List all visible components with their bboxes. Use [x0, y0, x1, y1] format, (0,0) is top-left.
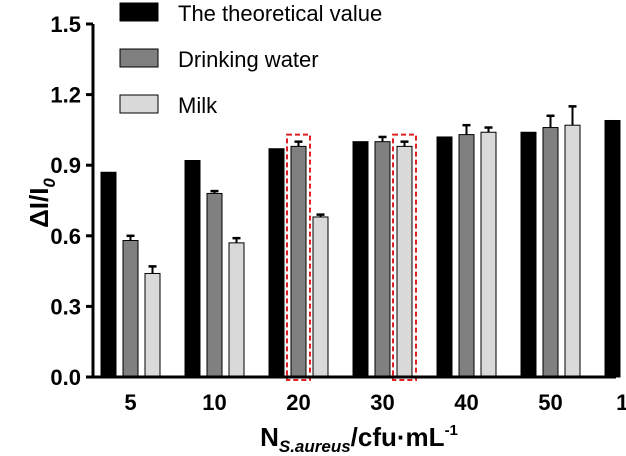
bar [458, 134, 475, 378]
y-tick-label: 0.3 [50, 294, 81, 319]
bar [396, 145, 413, 378]
bar [122, 240, 139, 378]
x-tick-label: 40 [454, 390, 478, 415]
legend-label: The theoretical value [178, 1, 382, 26]
bar [100, 171, 117, 378]
bar [312, 216, 329, 378]
legend-swatch [119, 2, 159, 22]
y-tick-label: 1.5 [50, 12, 81, 37]
legend-label: Milk [178, 93, 218, 118]
y-tick-label: 0.9 [50, 153, 81, 178]
x-tick-label: 10 [202, 390, 226, 415]
bar [228, 242, 245, 378]
bar [268, 148, 285, 378]
bar [144, 272, 161, 378]
bar [604, 119, 621, 378]
legend-label: Drinking water [178, 47, 319, 72]
bars [100, 105, 621, 381]
x-tick-label: 30 [370, 390, 394, 415]
x-axis-label: NS.aureus/cfu·mL-1 [260, 422, 458, 456]
bar [564, 124, 581, 378]
bar [480, 131, 497, 378]
legend-swatch [119, 48, 159, 68]
y-tick-label: 0.6 [50, 224, 81, 249]
highlight-box [392, 133, 417, 381]
x-tick-label: 50 [538, 390, 562, 415]
bar [184, 159, 201, 378]
y-tick-label: 0.0 [50, 365, 81, 390]
x-tick-label: 5 [124, 390, 136, 415]
legend-swatch [119, 94, 159, 114]
axes: 0.0 0.3 0.6 0.9 1.2 1.5 5 10 20 30 40 50 100 [50, 12, 626, 415]
bar [520, 131, 537, 378]
x-tick-label: 20 [286, 390, 310, 415]
x-tick-label: 100 [616, 390, 626, 415]
bar [290, 145, 307, 378]
bar [352, 141, 369, 378]
highlight-box [286, 133, 311, 381]
bar [374, 141, 391, 378]
y-axis-label: ΔI/I0 [24, 178, 59, 228]
y-tick-label: 1.2 [50, 83, 81, 108]
bar [542, 127, 559, 378]
bar [206, 192, 223, 378]
bar [436, 136, 453, 378]
legend: The theoretical value Drinking water Milk [119, 1, 382, 118]
